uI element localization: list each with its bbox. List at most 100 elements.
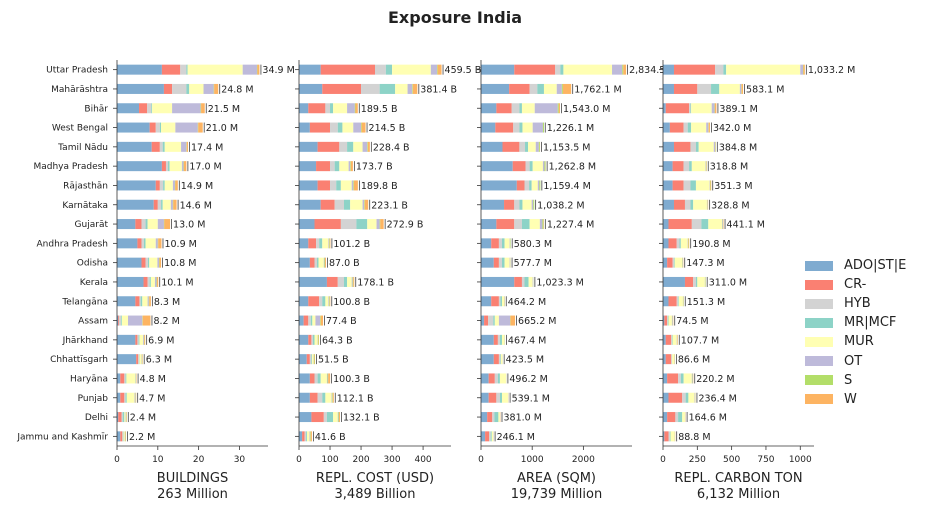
bar-segment bbox=[319, 296, 323, 307]
bar-segment bbox=[339, 161, 349, 172]
bar-segment bbox=[117, 83, 164, 94]
legend-swatch bbox=[805, 317, 833, 328]
bar-segment bbox=[175, 180, 178, 191]
data-label: 577.7 M bbox=[514, 258, 552, 269]
bar-segment bbox=[669, 431, 671, 442]
bar-segment bbox=[706, 122, 709, 133]
bar-segment bbox=[525, 161, 530, 172]
x-tick-label: 0 bbox=[296, 455, 302, 465]
bar-segment bbox=[499, 392, 502, 403]
x-tick-label: 300 bbox=[383, 455, 400, 465]
bar-segment bbox=[299, 122, 310, 133]
bar-segment bbox=[672, 257, 674, 268]
bar-segment bbox=[155, 180, 160, 191]
bar-segment bbox=[323, 257, 325, 268]
bar-segment bbox=[117, 412, 119, 423]
bar-segment bbox=[521, 103, 535, 114]
bar-segment bbox=[159, 141, 163, 152]
bar-segment bbox=[310, 315, 313, 326]
bar-segment bbox=[668, 296, 677, 307]
category-label: Telangāna bbox=[61, 297, 108, 307]
data-label: 1,038.2 M bbox=[537, 200, 584, 211]
x-axis-label: REPL. CARBON TON bbox=[674, 471, 802, 486]
bar-segment bbox=[325, 257, 326, 268]
bar-segment bbox=[672, 180, 684, 191]
bar-segment bbox=[521, 276, 525, 287]
bar-segment bbox=[334, 161, 340, 172]
bar-segment bbox=[139, 296, 141, 307]
bar-segment bbox=[533, 199, 535, 210]
legend-swatch bbox=[805, 356, 833, 367]
bar-segment bbox=[498, 257, 502, 268]
bar-segment bbox=[722, 219, 723, 230]
bar-segment bbox=[124, 412, 126, 423]
bar-segment bbox=[663, 315, 665, 326]
bar-segment bbox=[144, 334, 146, 345]
category-label: Gujarāt bbox=[75, 220, 109, 230]
bar-segment bbox=[142, 296, 148, 307]
bar-segment bbox=[330, 161, 335, 172]
legend-label: OT bbox=[844, 353, 863, 369]
data-label: 228.4 B bbox=[373, 142, 410, 153]
bar-segment bbox=[622, 64, 624, 75]
bar-segment bbox=[663, 122, 670, 133]
bar-segment bbox=[491, 238, 499, 249]
bar-segment bbox=[157, 257, 160, 268]
bar-segment bbox=[498, 412, 500, 423]
bar-segment bbox=[338, 412, 340, 423]
bar-segment bbox=[142, 315, 151, 326]
bar-segment bbox=[668, 431, 670, 442]
bar-segment bbox=[308, 238, 317, 249]
bar-segment bbox=[678, 373, 681, 384]
bar-segment bbox=[145, 238, 156, 249]
bar-segment bbox=[337, 276, 344, 287]
data-label: 17.0 M bbox=[189, 162, 221, 173]
bar-segment bbox=[308, 103, 326, 114]
bar-segment bbox=[695, 276, 698, 287]
x-axis-label: BUILDINGS bbox=[157, 471, 228, 486]
bar-segment bbox=[328, 238, 330, 249]
bar-segment bbox=[147, 276, 150, 287]
bar-segment bbox=[126, 392, 135, 403]
bar-segment bbox=[308, 315, 311, 326]
data-label: 10.1 M bbox=[161, 277, 193, 288]
x-tick-label: 750 bbox=[757, 455, 774, 465]
bar-segment bbox=[342, 122, 354, 133]
bar-segment bbox=[309, 122, 331, 133]
legend: ADO|ST|E CR- HYB MR|MCF MUR OT S W bbox=[805, 256, 906, 409]
bar-segment bbox=[392, 64, 431, 75]
bar-segment bbox=[481, 373, 489, 384]
bar-segment bbox=[531, 180, 538, 191]
bar-segment bbox=[481, 315, 485, 326]
data-label: 189.5 B bbox=[361, 104, 398, 115]
bar-segment bbox=[488, 392, 497, 403]
bar-segment bbox=[117, 141, 152, 152]
bar-segment bbox=[673, 257, 675, 268]
legend-swatch bbox=[805, 298, 833, 309]
bar-segment bbox=[713, 141, 716, 152]
data-label: 389.1 M bbox=[719, 104, 757, 115]
bar-segment bbox=[173, 199, 177, 210]
bar-segment bbox=[525, 141, 529, 152]
bar-segment bbox=[316, 238, 320, 249]
legend-item: MUR bbox=[805, 332, 906, 351]
bar-segment bbox=[317, 141, 340, 152]
bar-segment bbox=[299, 334, 309, 345]
bar-segment bbox=[151, 103, 153, 114]
bar-segment bbox=[135, 334, 138, 345]
legend-label: MUR bbox=[844, 334, 874, 350]
bar-segment bbox=[118, 315, 120, 326]
bar-segment bbox=[668, 238, 677, 249]
bar-segment bbox=[500, 296, 502, 307]
bar-segment bbox=[343, 276, 348, 287]
bar-segment bbox=[117, 238, 138, 249]
bar-segment bbox=[126, 373, 136, 384]
bar-segment bbox=[379, 83, 396, 94]
bar-segment bbox=[519, 141, 526, 152]
bar-segment bbox=[141, 219, 146, 230]
bar-segment bbox=[198, 122, 203, 133]
bar-segment bbox=[535, 141, 539, 152]
bar-segment bbox=[481, 122, 496, 133]
panel-total: 19,739 Million bbox=[511, 487, 602, 502]
